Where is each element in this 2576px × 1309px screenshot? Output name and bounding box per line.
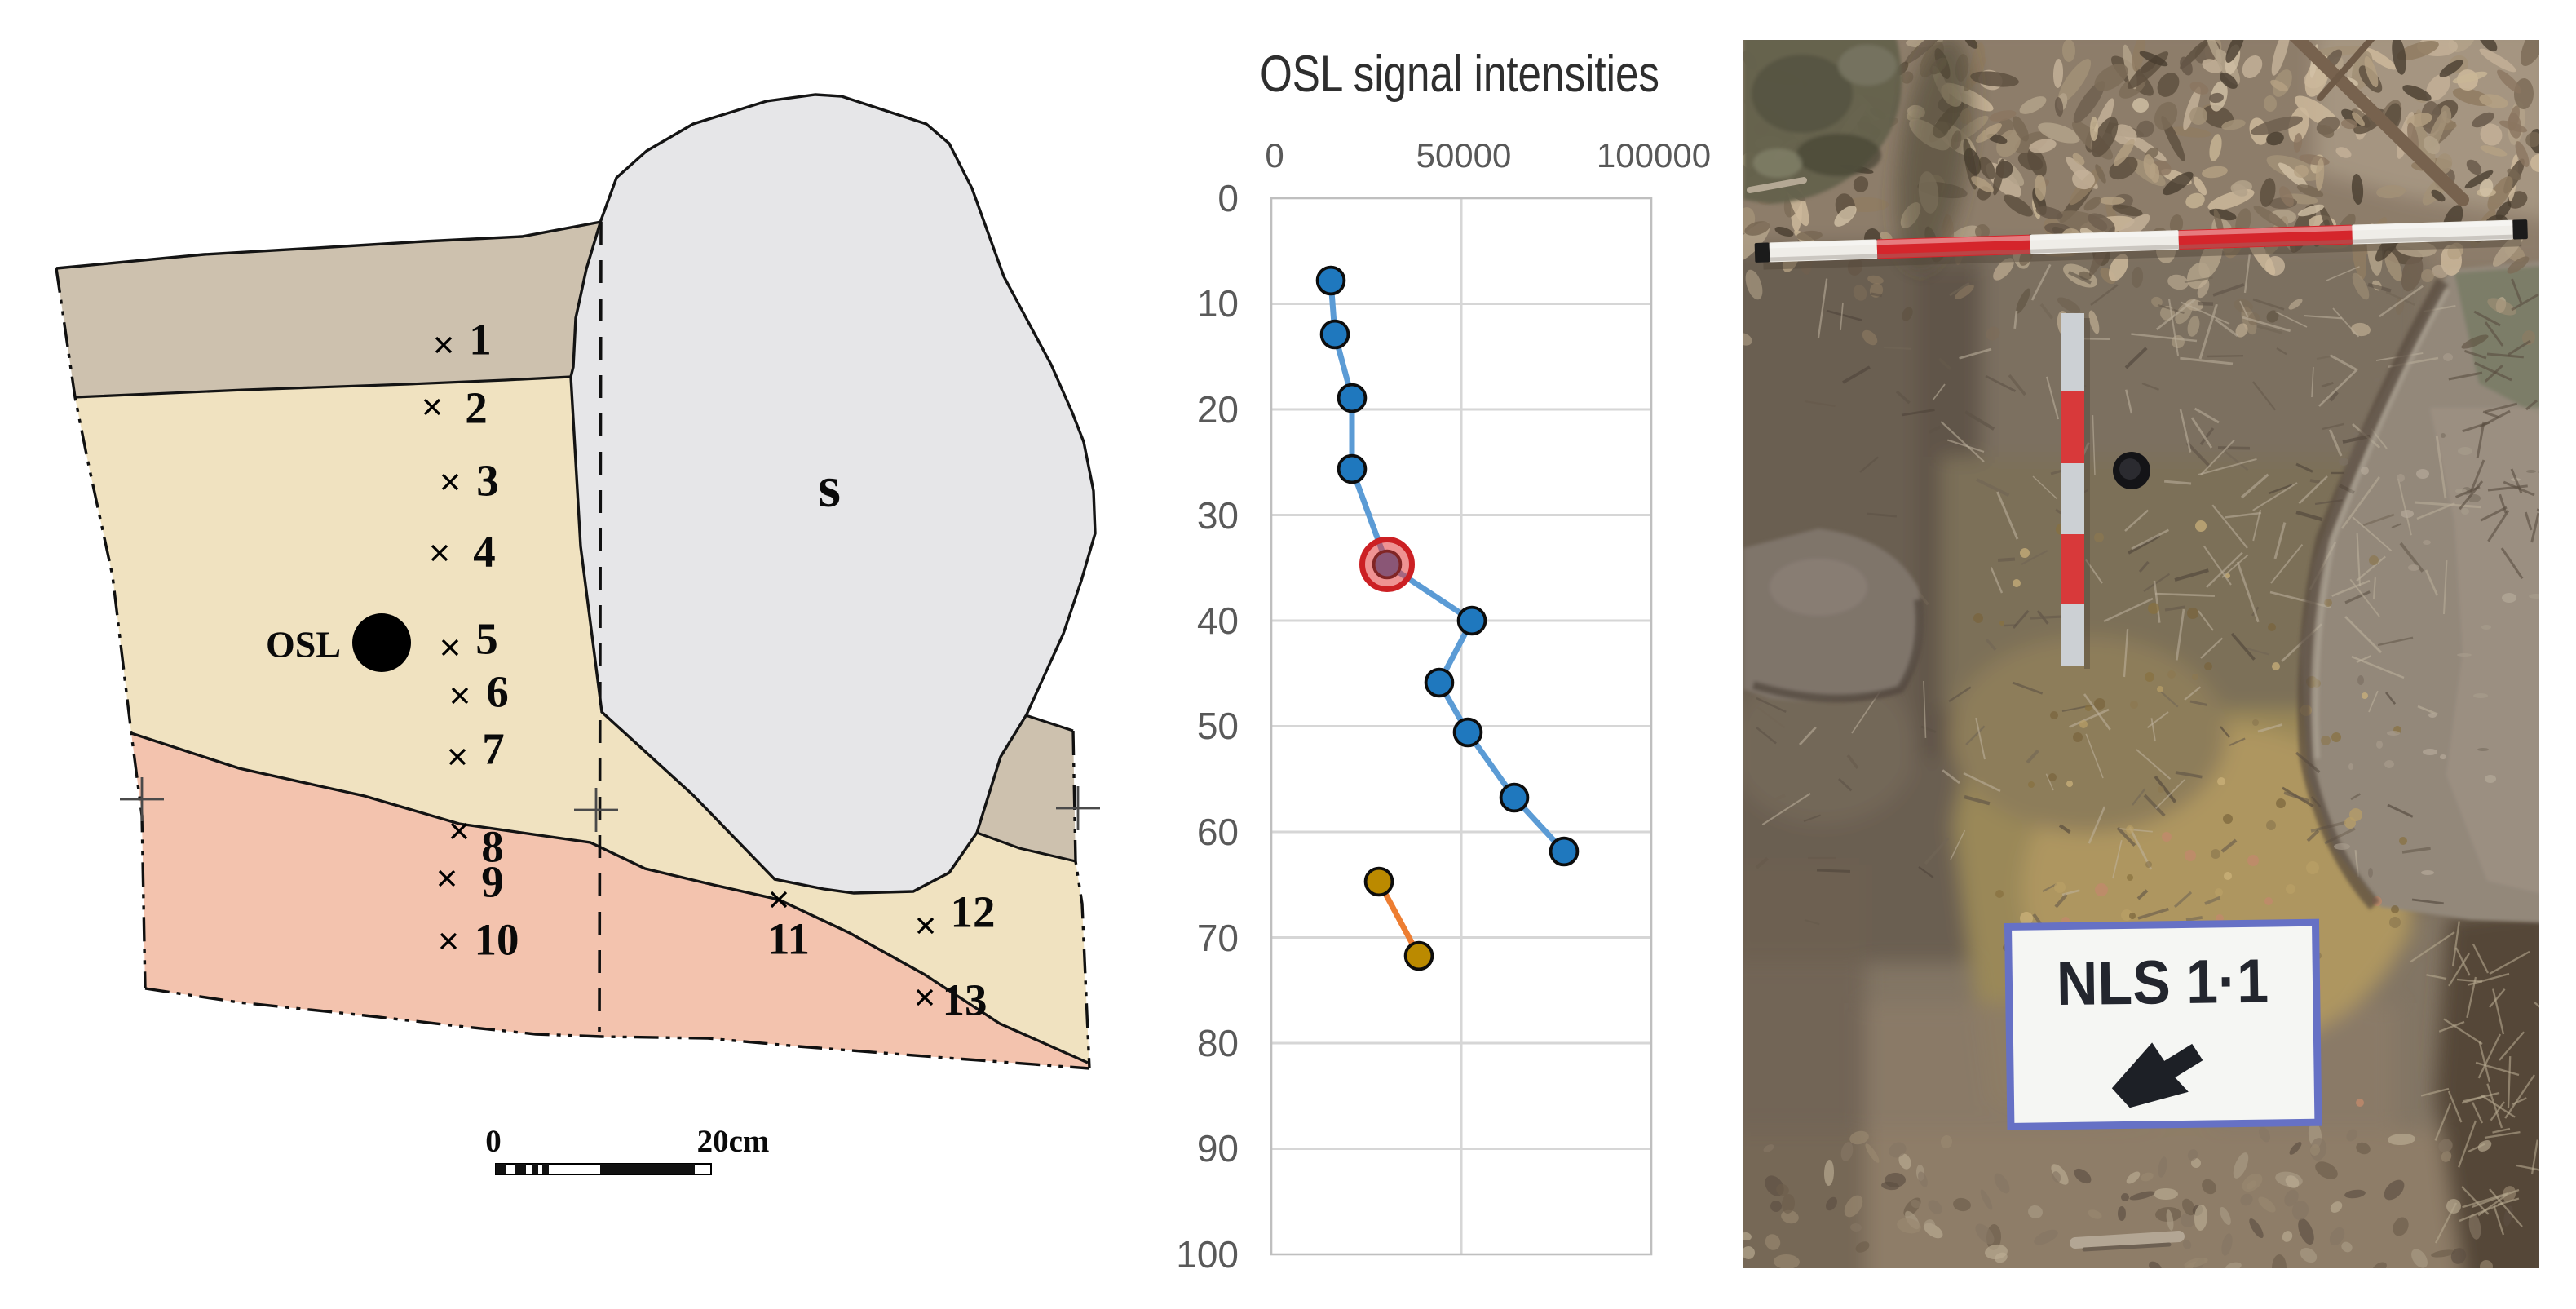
svg-text:OSL signal intensities: OSL signal intensities: [1260, 46, 1659, 103]
svg-text:50000: 50000: [1416, 136, 1512, 175]
svg-text:0: 0: [485, 1124, 502, 1159]
svg-text:5: 5: [475, 614, 498, 664]
svg-text:0: 0: [1265, 136, 1284, 175]
svg-text:OSL: OSL: [266, 624, 341, 666]
svg-text:s: s: [818, 454, 841, 520]
svg-text:9: 9: [481, 857, 504, 907]
svg-text:2: 2: [465, 383, 488, 433]
svg-text:6: 6: [486, 667, 509, 717]
svg-text:20cm: 20cm: [697, 1124, 770, 1159]
svg-text:0: 0: [1217, 177, 1239, 219]
svg-text:90: 90: [1197, 1127, 1239, 1170]
svg-text:10: 10: [475, 915, 519, 965]
svg-text:3: 3: [476, 456, 499, 506]
svg-text:50: 50: [1197, 705, 1239, 747]
svg-text:10: 10: [1197, 282, 1239, 325]
svg-text:11: 11: [767, 914, 810, 964]
svg-text:80: 80: [1197, 1022, 1239, 1064]
svg-text:40: 40: [1197, 599, 1239, 642]
svg-text:13: 13: [943, 975, 988, 1025]
svg-text:100000: 100000: [1597, 136, 1711, 175]
svg-text:4: 4: [473, 527, 496, 577]
svg-text:12: 12: [951, 887, 996, 937]
svg-text:30: 30: [1197, 494, 1239, 537]
svg-text:20: 20: [1197, 388, 1239, 431]
svg-text:100: 100: [1176, 1233, 1239, 1276]
svg-text:7: 7: [482, 724, 505, 774]
svg-text:60: 60: [1197, 811, 1239, 853]
svg-text:1: 1: [469, 315, 492, 365]
svg-text:70: 70: [1197, 917, 1239, 959]
svg-text:NLS 1·1: NLS 1·1: [2056, 947, 2269, 1019]
